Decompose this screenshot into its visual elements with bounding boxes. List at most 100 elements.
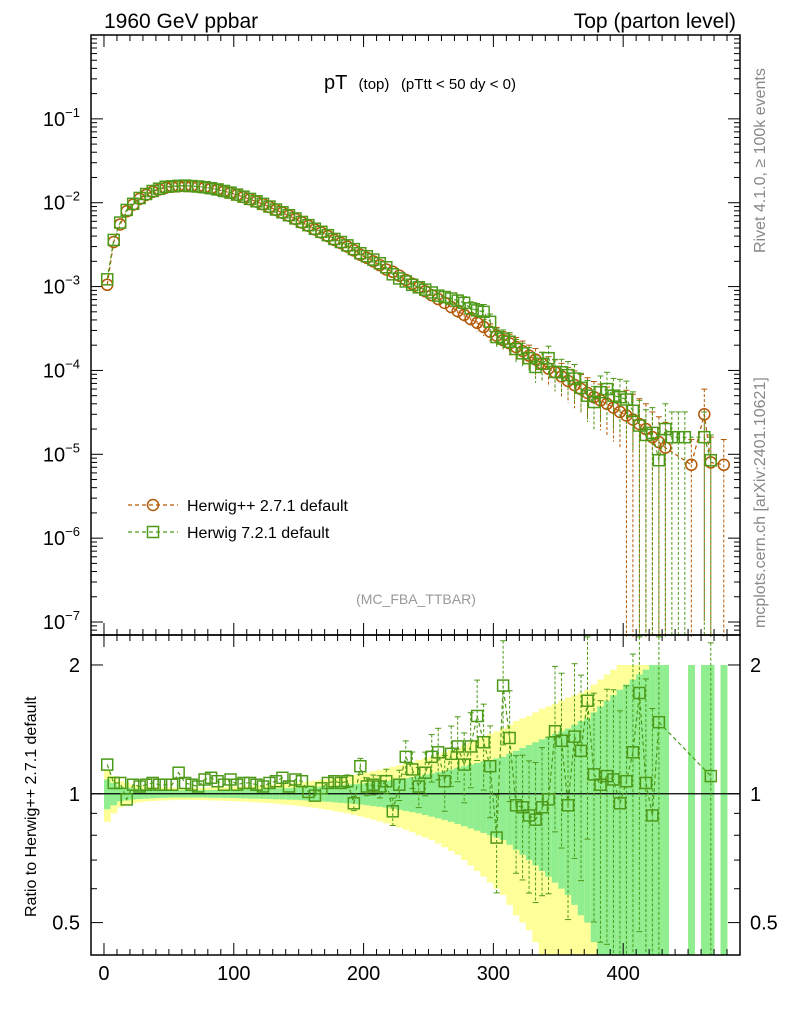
ratio-data-point — [607, 773, 620, 786]
ratio-data-point — [152, 778, 166, 791]
ratio-data-point — [574, 744, 588, 758]
ratio-data-point — [477, 735, 490, 749]
data-point-herwig7 — [146, 184, 159, 198]
data-point-herwigpp — [685, 458, 698, 472]
data-point-herwig7 — [243, 192, 257, 206]
data-point-herwigpp — [529, 353, 542, 366]
ratio-data-point — [133, 780, 146, 793]
data-point-herwigpp — [470, 316, 484, 330]
legend-entry-herwigpp: Herwig++ 2.7.1 default — [128, 498, 349, 515]
data-point-herwig7 — [639, 428, 653, 442]
data-point-herwig7 — [600, 382, 614, 396]
data-point-herwig7 — [503, 335, 516, 348]
plot-title-sub2: (pTtt < 50 dy < 0) — [401, 76, 516, 93]
data-point-herwig7 — [444, 292, 458, 305]
ratio-data-point — [380, 774, 393, 788]
ratio-data-point — [191, 780, 205, 793]
ratio-data-point — [367, 778, 380, 791]
data-point-herwig7 — [594, 385, 607, 399]
band-inner — [701, 664, 708, 955]
data-point-herwig7 — [276, 205, 289, 219]
data-point-herwig7 — [406, 278, 419, 292]
band-inner — [454, 767, 462, 824]
data-point-herwig7 — [613, 390, 627, 404]
data-point-herwig7 — [574, 381, 588, 395]
data-point-herwig7 — [282, 208, 296, 222]
ratio-data-point — [328, 774, 341, 788]
data-point-herwig7 — [341, 239, 354, 252]
header-right: Top (parton level) — [574, 10, 736, 33]
main-series-layer — [100, 179, 731, 637]
data-point-herwig7 — [496, 332, 510, 345]
y-tick-label: 10−2 — [43, 189, 80, 215]
ratio-data-point — [100, 758, 114, 771]
y-tick-label: 10−6 — [43, 524, 80, 550]
data-point-herwig7 — [139, 187, 153, 201]
ratio-data-point — [490, 831, 503, 844]
band-inner — [642, 669, 650, 955]
ratio-data-point — [341, 774, 354, 788]
y-tick-label: 10−7 — [43, 608, 80, 634]
data-point-herwig7 — [581, 389, 594, 402]
ratio-data-point — [444, 747, 458, 761]
data-point-herwig7 — [302, 218, 315, 232]
data-point-herwig7 — [263, 200, 276, 213]
ratio-data-point — [704, 769, 718, 783]
ratio-data-point — [211, 774, 224, 788]
ratio-frame — [90, 634, 741, 956]
ratio-data-point — [185, 778, 198, 791]
main-panel: 10−7 10−6 10−5 10−4 10−3 10−2 10−1 — [43, 35, 740, 636]
data-point-herwigpp — [594, 394, 607, 407]
data-point-herwigpp — [620, 409, 633, 422]
ratio-data-point — [581, 694, 594, 707]
data-point-herwig7 — [568, 372, 581, 385]
data-point-herwig7 — [678, 430, 692, 444]
ratio-data-point — [496, 679, 510, 692]
data-point-herwig7 — [256, 197, 270, 211]
ratio-data-point — [289, 773, 302, 786]
ratio-data-point — [256, 780, 270, 793]
band-inner — [629, 679, 637, 955]
data-point-herwig7 — [133, 191, 146, 205]
data-point-herwig7 — [529, 360, 542, 374]
ratio-data-point — [263, 776, 276, 790]
ratio-data-point — [230, 778, 244, 791]
data-point-herwig7 — [425, 286, 438, 299]
data-point-herwig7 — [165, 180, 179, 193]
band-inner — [584, 718, 592, 923]
ratio-data-point — [626, 746, 640, 759]
ratio-data-point — [139, 778, 153, 791]
ratio-data-point — [237, 776, 250, 790]
ratio-series-line — [106, 685, 712, 838]
data-point-herwigpp — [607, 401, 620, 414]
data-point-herwig7 — [438, 290, 451, 304]
ratio-data-point — [399, 750, 413, 764]
data-point-herwig7 — [334, 235, 348, 249]
data-point-herwig7 — [198, 180, 211, 194]
ratio-data-point — [347, 797, 361, 810]
ratio-data-point — [126, 778, 140, 791]
band-inner — [396, 779, 403, 810]
data-point-herwigpp — [717, 458, 731, 472]
legend-entry-herwig7: Herwig 7.2.1 default — [128, 525, 330, 542]
data-point-herwig7 — [113, 216, 127, 229]
ratio-data-point — [165, 778, 179, 791]
band-inner — [409, 777, 416, 813]
ratio-series-layer — [100, 636, 718, 956]
data-point-herwig7 — [230, 188, 244, 201]
band-inner — [447, 769, 455, 822]
data-point-herwig7 — [328, 232, 341, 246]
ratio-data-point — [250, 778, 263, 791]
y-tick-label: 10−5 — [43, 440, 80, 466]
band-inner — [480, 761, 488, 833]
data-point-herwig7 — [451, 294, 464, 307]
data-point-herwig7 — [698, 430, 711, 444]
data-point-herwig7 — [211, 183, 224, 196]
rivet-label: Rivet 4.1.0, ≥ 100k events — [752, 68, 769, 253]
data-point-herwig7 — [412, 281, 425, 294]
plot-title: pT (top) (pTtt < 50 dy < 0) — [324, 72, 516, 94]
data-point-herwig7 — [587, 395, 601, 409]
ratio-data-point — [522, 809, 536, 822]
y-tick-label: 10−3 — [43, 273, 80, 299]
ratio-panel: 0.5 0.5 1 1 2 2 0 100 200 300 400 — [52, 635, 778, 985]
